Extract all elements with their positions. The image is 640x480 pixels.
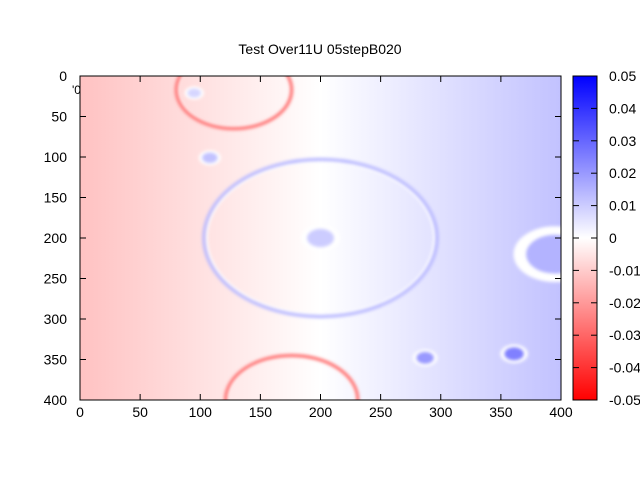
x-tick-label: 300 (429, 404, 453, 420)
ring-halo (204, 159, 437, 317)
spot-feature (526, 234, 561, 274)
heatmap-features (174, 76, 561, 400)
spot-feature (202, 152, 218, 163)
y-tick-label: 400 (44, 392, 68, 408)
y-tick-label: 200 (44, 230, 68, 246)
y-tick-label: 300 (44, 311, 68, 327)
spot-feature (416, 352, 434, 364)
y-tick-label: 0 (59, 68, 67, 84)
colorbar-tick-label: 0.01 (609, 198, 636, 214)
x-tick-label: 100 (189, 404, 213, 420)
x-tick-label: 200 (309, 404, 333, 420)
y-tick-label: 350 (44, 352, 68, 368)
x-axis: 0 50 100 150 200 250 300 350 400 (76, 76, 573, 420)
colorbar-tick-label: 0.04 (609, 100, 636, 116)
colorbar-tick-label: 0.03 (609, 133, 636, 149)
colorbar-tick-label: 0.05 (609, 68, 636, 84)
colorbar-tick-label: -0.01 (609, 262, 640, 278)
y-tick-label: 150 (44, 190, 68, 206)
colorbar-tick-label: 0 (609, 230, 617, 246)
spot-feature (187, 88, 201, 98)
colorbar-tick-label: -0.04 (609, 360, 640, 376)
colorbar-axis: 0.05 0.04 0.03 0.02 0.01 0 -0.01 -0.02 -0.03 -0.0… (573, 68, 640, 408)
x-tick-label: 50 (132, 404, 148, 420)
ring-feature (174, 76, 294, 131)
x-tick-label: 0 (76, 404, 84, 420)
x-tick-label: 350 (489, 404, 513, 420)
y-tick-label: 250 (44, 271, 68, 287)
ring-feature (202, 157, 439, 319)
colorbar-tick-label: -0.03 (609, 327, 640, 343)
y-tick-label: 50 (51, 109, 67, 125)
x-tick-label: 400 (549, 404, 573, 420)
ring-feature (224, 353, 360, 400)
heatmap-plot-area (80, 76, 561, 400)
series-key-label: '0 (72, 83, 81, 97)
chart-title: Test Over11U 05stepB020 (238, 41, 401, 57)
x-tick-label: 250 (369, 404, 393, 420)
colorbar-tick-label: 0.02 (609, 165, 636, 181)
y-axis: 0 50 100 150 200 250 300 350 400 (44, 68, 561, 408)
y-tick-label: 100 (44, 149, 68, 165)
colorbar-tick-label: -0.02 (609, 295, 640, 311)
colorbar-tick-label: -0.05 (609, 392, 640, 408)
x-tick-label: 150 (249, 404, 273, 420)
spot-feature (504, 347, 524, 361)
spot-feature (307, 228, 334, 248)
